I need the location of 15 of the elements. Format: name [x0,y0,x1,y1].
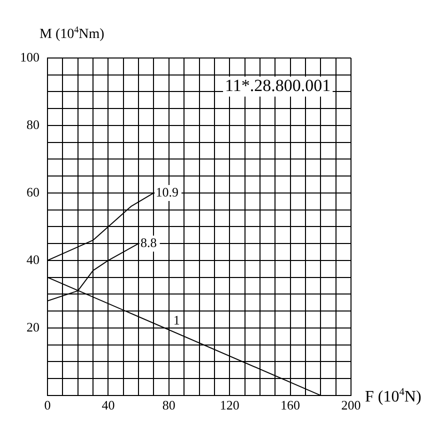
x-tick-label: 80 [162,398,176,413]
series-label: 1 [173,312,180,328]
x-tick-label: 120 [220,398,240,413]
x-tick-label: 0 [44,398,51,413]
y-tick-label: 20 [26,319,40,334]
series-label: 10.9 [156,184,178,200]
y-tick-label: 40 [26,252,40,267]
annotation: 11*.28.800.001 [225,76,331,96]
x-tick-label: 40 [102,398,115,413]
x-tick-label: 160 [280,398,300,413]
y-tick-label: 80 [26,116,40,132]
series-label: 8.8 [140,234,157,250]
x-tick-label: 200 [341,398,361,413]
y-tick-label: 100 [20,49,40,64]
y-tick-label: 60 [26,184,40,200]
